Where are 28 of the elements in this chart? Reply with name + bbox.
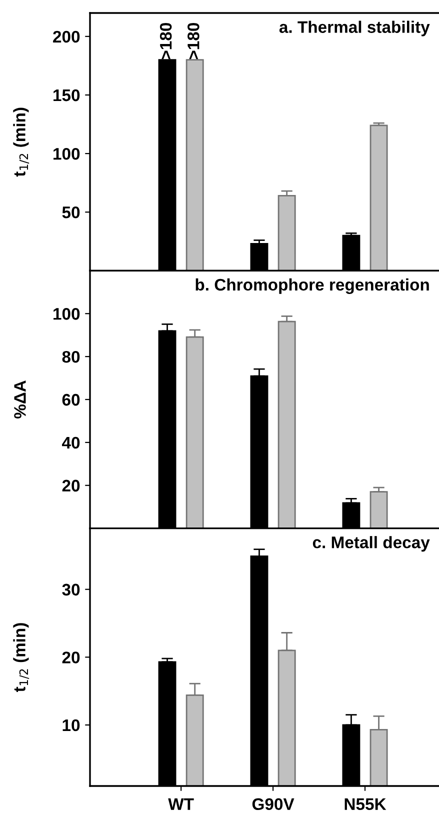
y-tick-label: 60: [62, 394, 80, 406]
bar: [278, 195, 296, 271]
x-tick-label: G90V: [252, 798, 294, 810]
y-tick-label: 40: [62, 436, 80, 449]
y-tick-label: 20: [62, 652, 80, 664]
y-tick-label: 50: [62, 206, 80, 218]
x-tick-label: WT: [168, 798, 194, 810]
chart-title: b. Chromophore regeneration: [196, 278, 429, 294]
bar: [186, 59, 204, 271]
y-tick-label: 30: [62, 584, 80, 596]
y-axis-title: t$_{1/2}$ (min): [13, 108, 30, 177]
bar: [278, 320, 296, 528]
chart-title: c. Metall decay: [312, 536, 430, 552]
data-label: >180: [160, 22, 172, 60]
bar: [370, 124, 388, 271]
y-tick-label: 200: [53, 30, 80, 43]
x-tick-label: N55K: [344, 798, 386, 810]
y-tick-label: 150: [54, 89, 80, 102]
y-tick-label: 100: [54, 148, 80, 160]
data-label: >180: [188, 22, 200, 60]
chart-title: a. Thermal stability: [279, 20, 430, 36]
y-axis-title: t$_{1/2}$ (min): [13, 623, 30, 692]
y-tick-label: 80: [62, 350, 80, 363]
y-axis-title: %ΔA: [14, 380, 26, 419]
bar: [370, 491, 388, 528]
y-tick-label: 100: [54, 308, 80, 320]
y-tick-label: 20: [62, 480, 80, 492]
y-tick-label: 10: [62, 719, 80, 732]
